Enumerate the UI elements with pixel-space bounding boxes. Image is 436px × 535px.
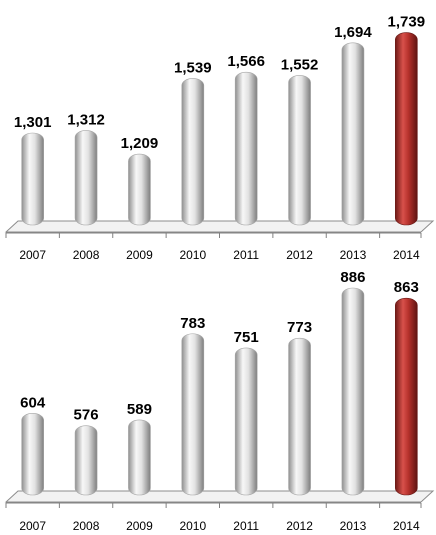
data-label-2014: 863 xyxy=(394,279,419,296)
x-tick-label-2011: 2011 xyxy=(233,248,259,262)
x-tick-label-2012: 2012 xyxy=(286,248,313,262)
chart-floor xyxy=(4,490,435,503)
chart-panel-bottom: 604 2007 576 2008 589 2009 783 2010 751 2011 773 20… xyxy=(4,269,435,533)
data-label-2012: 1,552 xyxy=(281,56,319,73)
data-label-2013: 1,694 xyxy=(334,24,372,41)
x-tick-label-2012: 2012 xyxy=(286,519,313,533)
bar-2012 xyxy=(288,75,311,226)
data-label-2012: 773 xyxy=(287,319,312,336)
bar-2008 xyxy=(74,425,98,496)
data-label-2010: 783 xyxy=(180,315,205,332)
bar-2010 xyxy=(181,78,205,226)
x-tick-label-2008: 2008 xyxy=(73,248,100,262)
data-label-2010: 1,539 xyxy=(174,59,212,76)
data-label-2011: 751 xyxy=(234,329,259,346)
x-tick-label-2013: 2013 xyxy=(340,519,367,533)
x-tick-label-2007: 2007 xyxy=(19,248,46,262)
data-label-2007: 1,301 xyxy=(14,114,52,131)
x-tick-label-2010: 2010 xyxy=(179,519,206,533)
bar-2007 xyxy=(21,412,44,496)
data-label-2009: 589 xyxy=(127,401,152,418)
bar-2014 xyxy=(395,32,418,226)
bar-2009 xyxy=(128,153,151,226)
x-tick-label-2014: 2014 xyxy=(393,519,420,533)
x-tick-label-2013: 2013 xyxy=(340,248,367,262)
bar-2007 xyxy=(21,132,44,226)
data-label-2011: 1,566 xyxy=(227,53,265,70)
data-label-2013: 886 xyxy=(340,269,365,286)
bar-2008 xyxy=(74,130,98,226)
x-tick-label-2009: 2009 xyxy=(126,519,153,533)
x-tick-label-2014: 2014 xyxy=(393,248,420,262)
bar-2014 xyxy=(395,297,418,496)
bar-2013 xyxy=(341,287,365,496)
data-label-2008: 1,312 xyxy=(67,111,105,128)
bar-2011 xyxy=(234,347,258,496)
data-label-2007: 604 xyxy=(20,394,46,411)
bar-2009 xyxy=(128,419,151,496)
data-label-2014: 1,739 xyxy=(388,14,426,31)
x-tick-label-2010: 2010 xyxy=(179,248,206,262)
bar-2013 xyxy=(341,42,365,226)
x-tick-label-2009: 2009 xyxy=(126,248,153,262)
data-label-2009: 1,209 xyxy=(121,135,159,152)
data-label-2008: 576 xyxy=(74,407,99,424)
x-tick-label-2011: 2011 xyxy=(233,519,259,533)
x-tick-label-2008: 2008 xyxy=(73,519,100,533)
chart-panel-top: 1,301 2007 1,312 2008 1,209 2009 1,539 2010 1,56… xyxy=(4,14,435,262)
bar-2012 xyxy=(288,337,311,496)
bar-2010 xyxy=(181,333,205,496)
chart-floor xyxy=(4,220,435,233)
bar-2011 xyxy=(234,71,258,226)
x-tick-label-2007: 2007 xyxy=(19,519,46,533)
